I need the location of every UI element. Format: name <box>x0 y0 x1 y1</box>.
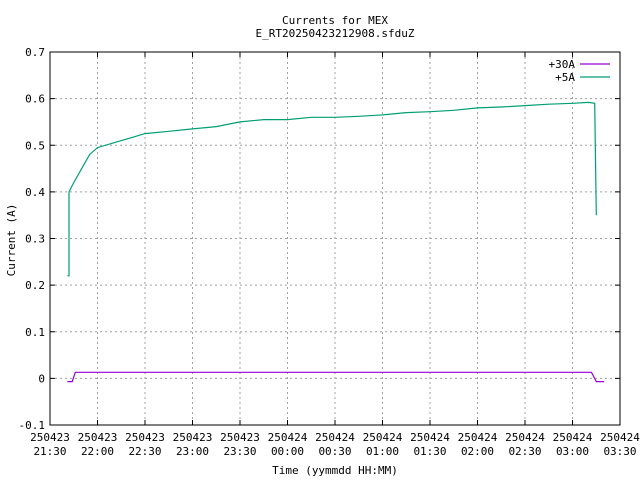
y-tick-label: 0.5 <box>25 139 45 152</box>
y-tick-label: 0.2 <box>25 279 45 292</box>
x-axis-label: Time (yymmdd HH:MM) <box>272 464 398 477</box>
x-tick-label-date: 250424 <box>363 431 403 444</box>
y-tick-label: 0.1 <box>25 326 45 339</box>
x-tick-label-date: 250424 <box>505 431 545 444</box>
legend-label: +30A <box>549 58 576 71</box>
x-tick-label-date: 250423 <box>173 431 213 444</box>
x-tick-label-time: 23:00 <box>176 445 209 458</box>
x-tick-label-time: 03:00 <box>556 445 589 458</box>
x-tick-label-time: 02:00 <box>461 445 494 458</box>
y-axis-ticks: -0.1 0 0.1 0.2 0.3 0.4 0.5 0.6 0.7 <box>19 46 620 432</box>
x-tick-label-time: 02:30 <box>508 445 541 458</box>
x-tick-label-time: 21:30 <box>33 445 66 458</box>
y-tick-label: 0.7 <box>25 46 45 59</box>
chart-subtitle: E_RT20250423212908.sfduZ <box>256 27 415 40</box>
x-tick-label-time: 03:30 <box>603 445 636 458</box>
x-tick-label-date: 250424 <box>458 431 498 444</box>
x-tick-label-time: 00:30 <box>318 445 351 458</box>
plot-frame <box>49 51 621 426</box>
x-tick-label-date: 250423 <box>220 431 260 444</box>
x-tick-label-date: 250423 <box>78 431 118 444</box>
legend-label: +5A <box>555 71 575 84</box>
y-tick-label: -0.1 <box>19 419 46 432</box>
x-tick-label-time: 01:30 <box>413 445 446 458</box>
legend: +30A+5A <box>549 58 610 84</box>
x-tick-label-time: 22:00 <box>81 445 114 458</box>
series-line-plus-5a <box>67 101 597 277</box>
x-tick-label-time: 22:30 <box>128 445 161 458</box>
x-tick-label-date: 250424 <box>315 431 355 444</box>
y-tick-label: 0 <box>38 372 45 385</box>
series-layer <box>67 101 605 383</box>
series-line-plus-30a <box>67 371 605 383</box>
x-tick-label-date: 250423 <box>125 431 165 444</box>
x-tick-label-time: 01:00 <box>366 445 399 458</box>
x-tick-label-date: 250423 <box>30 431 70 444</box>
x-axis-ticks: 25042321:3025042322:0025042322:302504232… <box>30 52 640 458</box>
y-tick-label: 0.6 <box>25 93 45 106</box>
x-tick-label-time: 00:00 <box>271 445 304 458</box>
y-tick-label: 0.3 <box>25 233 45 246</box>
x-tick-label-date: 250424 <box>600 431 640 444</box>
grid <box>50 52 620 425</box>
y-tick-label: 0.4 <box>25 186 45 199</box>
x-tick-label-date: 250424 <box>553 431 593 444</box>
y-axis-label: Current (A) <box>5 204 18 277</box>
x-tick-label-date: 250424 <box>268 431 308 444</box>
x-tick-label-date: 250424 <box>410 431 450 444</box>
x-tick-label-time: 23:30 <box>223 445 256 458</box>
chart-title: Currents for MEX <box>282 14 388 27</box>
